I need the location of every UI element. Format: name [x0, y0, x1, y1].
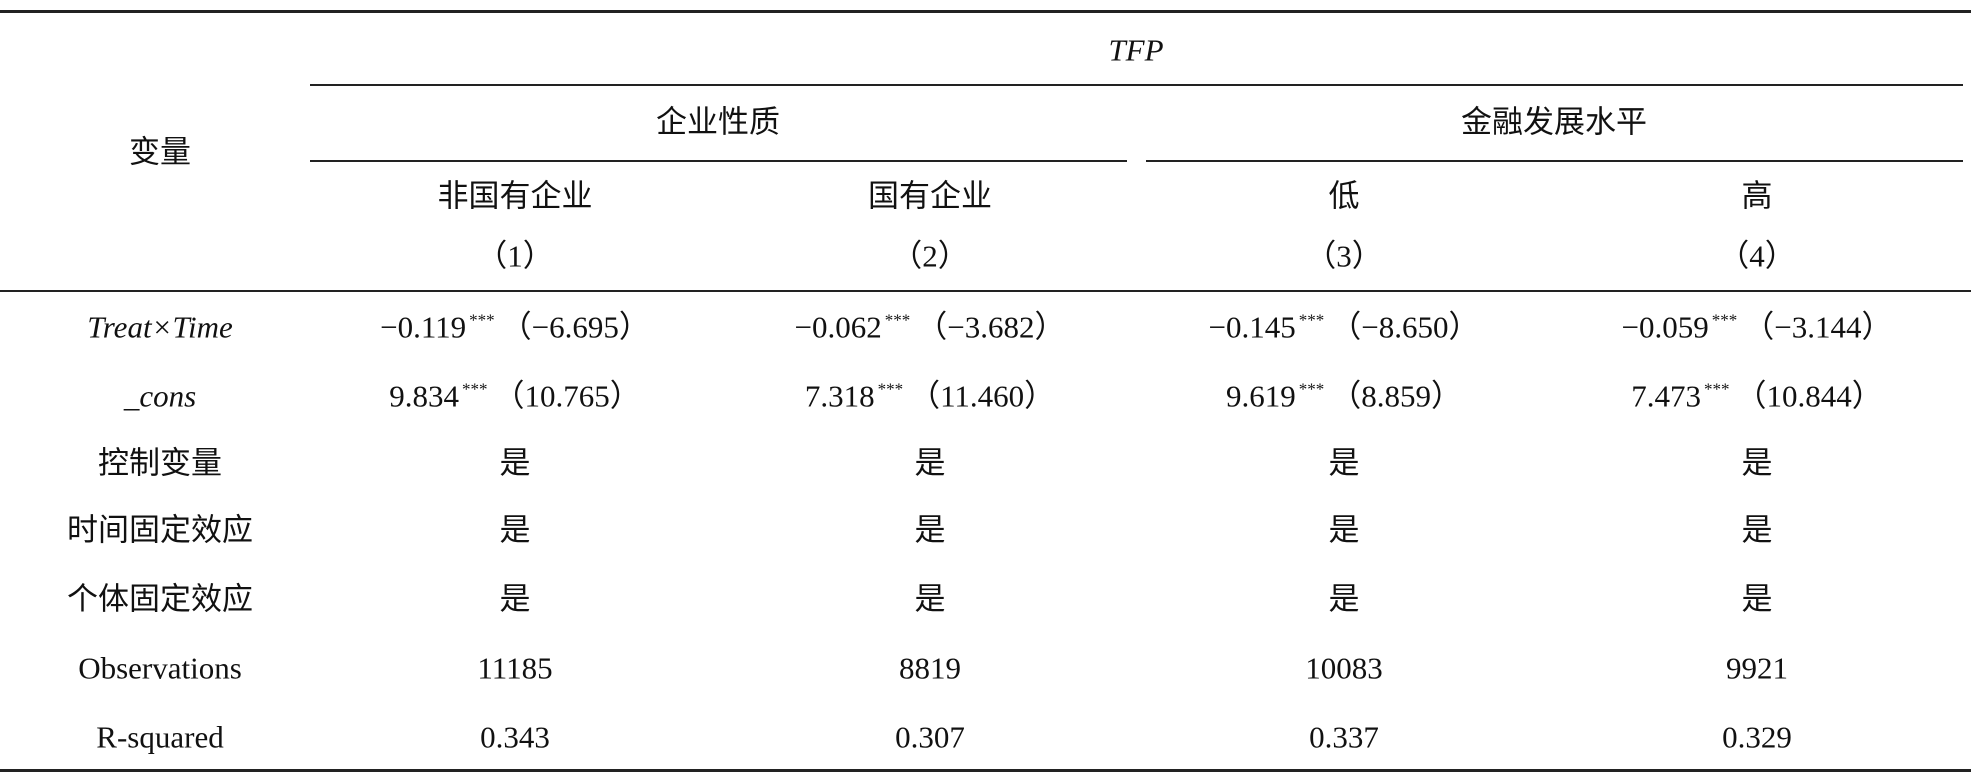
- cell: 9.619 *** （8.859）: [1226, 381, 1462, 412]
- cell: −0.059 *** （−3.144）: [1622, 312, 1893, 343]
- t-value: （11.460）: [909, 378, 1056, 414]
- cell: 是: [499, 445, 531, 481]
- stars: ***: [877, 379, 904, 399]
- t-value: （−6.695）: [500, 309, 650, 345]
- cell: 7.318 *** （11.460）: [805, 381, 1055, 412]
- coefficient: −0.059: [1621, 309, 1709, 345]
- row-label: R-squared: [96, 719, 224, 755]
- cell: 是: [1328, 581, 1360, 617]
- column-header: 国有企业: [868, 178, 992, 214]
- row-label: Observations: [78, 650, 242, 686]
- cell: 是: [914, 581, 946, 617]
- column-number: （4）: [1718, 238, 1796, 274]
- cell: 0.343: [480, 719, 550, 755]
- cell: 是: [499, 581, 531, 617]
- column-header: 高: [1741, 178, 1773, 214]
- t-value: （−3.682）: [916, 309, 1066, 345]
- cell: 是: [499, 512, 531, 548]
- group-rule: [310, 160, 1127, 162]
- cell: 是: [1328, 512, 1360, 548]
- t-value: （8.859）: [1330, 378, 1462, 414]
- cell: 是: [1741, 581, 1773, 617]
- cell: −0.119 *** （−6.695）: [380, 312, 650, 343]
- column-header: 非国有企业: [437, 178, 593, 214]
- column-number: （2）: [891, 238, 969, 274]
- cell: 8819: [899, 650, 961, 686]
- stars: ***: [1711, 310, 1738, 330]
- group-rule: [1146, 160, 1963, 162]
- group-header: 金融发展水平: [1461, 104, 1647, 140]
- cell: 是: [914, 445, 946, 481]
- stars: ***: [1298, 310, 1325, 330]
- column-header: 低: [1328, 178, 1360, 214]
- coefficient: 9.619: [1226, 378, 1296, 414]
- header-rule: [0, 290, 1971, 292]
- group-header: 企业性质: [656, 104, 780, 140]
- cell: 0.307: [895, 719, 965, 755]
- row-label: Treat×Time: [87, 309, 233, 345]
- cell: 是: [1741, 445, 1773, 481]
- column-number: （1）: [476, 238, 554, 274]
- cell: 0.337: [1309, 719, 1379, 755]
- t-value: （10.765）: [493, 378, 641, 414]
- t-value: （−3.144）: [1743, 309, 1893, 345]
- cell: 10083: [1305, 650, 1383, 686]
- row-label: 时间固定效应: [67, 512, 253, 548]
- stars: ***: [469, 310, 495, 330]
- coefficient: −0.062: [794, 309, 882, 345]
- cell: 9.834 *** （10.765）: [389, 381, 641, 412]
- tfp-rule: [310, 84, 1963, 86]
- coefficient: −0.145: [1208, 309, 1296, 345]
- row-label: _cons: [123, 378, 197, 414]
- cell: 0.329: [1722, 719, 1792, 755]
- top-rule: [0, 10, 1971, 13]
- stars: ***: [1298, 379, 1325, 399]
- cell: 是: [914, 512, 946, 548]
- coefficient: 7.318: [804, 378, 875, 414]
- coefficient: 9.834: [389, 378, 459, 414]
- cell: −0.062 *** （−3.682）: [795, 312, 1066, 343]
- cell: 是: [1741, 512, 1773, 548]
- column-number: （3）: [1305, 238, 1383, 274]
- cell: 是: [1328, 445, 1360, 481]
- corner-label: 变量: [129, 134, 191, 170]
- cell: 9921: [1726, 650, 1788, 686]
- stars: ***: [884, 310, 911, 330]
- cell: −0.145 *** （−8.650）: [1209, 312, 1480, 343]
- stars: ***: [1704, 379, 1730, 399]
- row-label: 个体固定效应: [67, 581, 253, 617]
- stars: ***: [462, 379, 488, 399]
- row-label: 控制变量: [98, 445, 222, 481]
- top-header: TFP: [1108, 32, 1164, 68]
- t-value: （10.844）: [1735, 378, 1883, 414]
- coefficient: −0.119: [380, 309, 467, 345]
- t-value: （−8.650）: [1330, 309, 1480, 345]
- cell: 7.473 *** （10.844）: [1631, 381, 1883, 412]
- coefficient: 7.473: [1631, 378, 1701, 414]
- bottom-rule: [0, 769, 1971, 772]
- cell: 11185: [477, 650, 553, 686]
